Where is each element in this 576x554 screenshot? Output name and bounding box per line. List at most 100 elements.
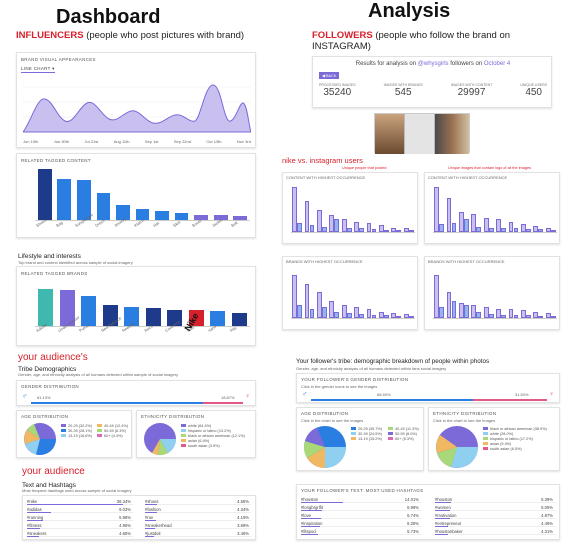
hashtag-row[interactable]: #fitness 4.95% <box>27 523 133 529</box>
bar[interactable] <box>379 311 384 318</box>
bar[interactable] <box>317 209 322 232</box>
bar[interactable] <box>57 179 72 220</box>
sample-image[interactable] <box>433 114 469 154</box>
bar[interactable] <box>496 219 501 232</box>
sample-image[interactable] <box>404 114 434 154</box>
bar[interactable] <box>346 312 352 318</box>
bar[interactable] <box>526 229 531 232</box>
bar[interactable] <box>59 290 75 326</box>
bar[interactable] <box>408 316 414 318</box>
bar[interactable] <box>471 214 477 232</box>
bar[interactable] <box>124 306 140 326</box>
bar[interactable] <box>496 308 501 318</box>
bar[interactable] <box>329 214 335 232</box>
bar[interactable] <box>210 311 226 326</box>
hashtag-row[interactable]: #love 6.74% <box>301 513 421 519</box>
results-handle[interactable]: @whysgirls <box>417 61 449 67</box>
bar[interactable] <box>521 310 526 318</box>
bar[interactable] <box>379 225 384 232</box>
bar[interactable] <box>545 227 551 232</box>
age-pie[interactable] <box>23 422 57 456</box>
bar[interactable] <box>403 313 409 318</box>
bar[interactable] <box>304 283 310 318</box>
bar[interactable] <box>403 228 409 232</box>
bar[interactable] <box>446 198 452 232</box>
hashtag-row[interactable]: #adidas 9.03% <box>27 507 133 513</box>
bar[interactable] <box>408 230 414 232</box>
hashtag-row[interactable]: #shoes 4.56% <box>145 499 251 505</box>
bar[interactable] <box>359 313 364 318</box>
bar[interactable] <box>476 311 482 318</box>
follower-ethnicity-pie[interactable] <box>435 425 479 469</box>
bar[interactable] <box>322 226 327 232</box>
bar[interactable] <box>371 229 377 232</box>
bar[interactable] <box>446 292 452 318</box>
bar[interactable] <box>309 309 315 318</box>
bar[interactable] <box>476 226 482 232</box>
bar[interactable] <box>464 218 469 232</box>
bar[interactable] <box>550 316 556 318</box>
bar[interactable] <box>297 223 302 232</box>
bar[interactable] <box>304 200 310 232</box>
bar[interactable] <box>233 216 248 220</box>
bar[interactable] <box>501 228 506 232</box>
hashtag-row[interactable]: #houston 14.01% <box>301 497 421 503</box>
hashtag-row[interactable]: #inspiration 6.28% <box>301 521 421 527</box>
bar[interactable] <box>322 307 327 318</box>
female-icon[interactable]: ♀ <box>549 391 555 398</box>
bar[interactable] <box>371 314 377 318</box>
bar[interactable] <box>434 187 439 232</box>
hashtag-row[interactable]: #fashion 4.34% <box>145 507 251 513</box>
bar[interactable] <box>391 312 397 318</box>
hashtag-row[interactable]: #houstonbaker 4.31% <box>435 529 555 535</box>
bar[interactable] <box>439 307 444 318</box>
bar[interactable] <box>526 315 531 318</box>
bar[interactable] <box>550 230 556 232</box>
bar[interactable] <box>396 230 402 232</box>
sample-image[interactable] <box>375 114 405 154</box>
bar[interactable] <box>451 300 457 318</box>
bar[interactable] <box>434 275 439 318</box>
hashtag-row[interactable]: #houston 5.39% <box>435 497 555 503</box>
bar[interactable] <box>292 187 297 232</box>
hashtag-row[interactable]: #entrepreneur 4.49% <box>435 521 555 527</box>
bar[interactable] <box>341 305 347 318</box>
bar[interactable] <box>464 305 469 318</box>
bar[interactable] <box>329 300 335 318</box>
bar[interactable] <box>81 296 97 326</box>
bar[interactable] <box>501 314 506 318</box>
bar[interactable] <box>471 305 477 318</box>
hashtag-row[interactable]: #justdoit 3.46% <box>145 531 251 537</box>
bar[interactable] <box>538 229 544 232</box>
bar[interactable] <box>341 218 347 232</box>
back-button[interactable]: ◀ BACK <box>319 72 340 79</box>
bar[interactable] <box>533 311 539 318</box>
bar[interactable] <box>359 228 364 232</box>
bar[interactable] <box>188 310 204 326</box>
bar[interactable] <box>135 208 150 220</box>
ethnicity-pie[interactable] <box>143 422 177 456</box>
female-icon[interactable]: ♀ <box>245 393 251 400</box>
bar[interactable] <box>155 210 169 220</box>
bar[interactable] <box>145 308 161 326</box>
bar[interactable] <box>396 315 402 318</box>
bar[interactable] <box>346 228 352 232</box>
bar[interactable] <box>354 307 359 318</box>
bar[interactable] <box>213 215 228 220</box>
bar[interactable] <box>38 289 54 326</box>
bar[interactable] <box>366 223 372 232</box>
bar[interactable] <box>354 222 359 232</box>
male-icon[interactable]: ♂ <box>302 391 308 398</box>
bar[interactable] <box>116 204 130 220</box>
bar[interactable] <box>459 211 464 232</box>
bar[interactable] <box>439 223 444 232</box>
bar[interactable] <box>488 313 494 318</box>
hashtag-row[interactable]: #nike 36.34% <box>27 499 133 505</box>
bar[interactable] <box>384 315 389 318</box>
hashtag-row[interactable]: #run 4.19% <box>145 515 251 521</box>
bar[interactable] <box>545 312 551 318</box>
bar[interactable] <box>459 302 464 318</box>
bar[interactable] <box>77 180 91 220</box>
bar[interactable] <box>309 225 315 232</box>
hashtag-row[interactable]: #sneakerhead 3.69% <box>145 523 251 529</box>
